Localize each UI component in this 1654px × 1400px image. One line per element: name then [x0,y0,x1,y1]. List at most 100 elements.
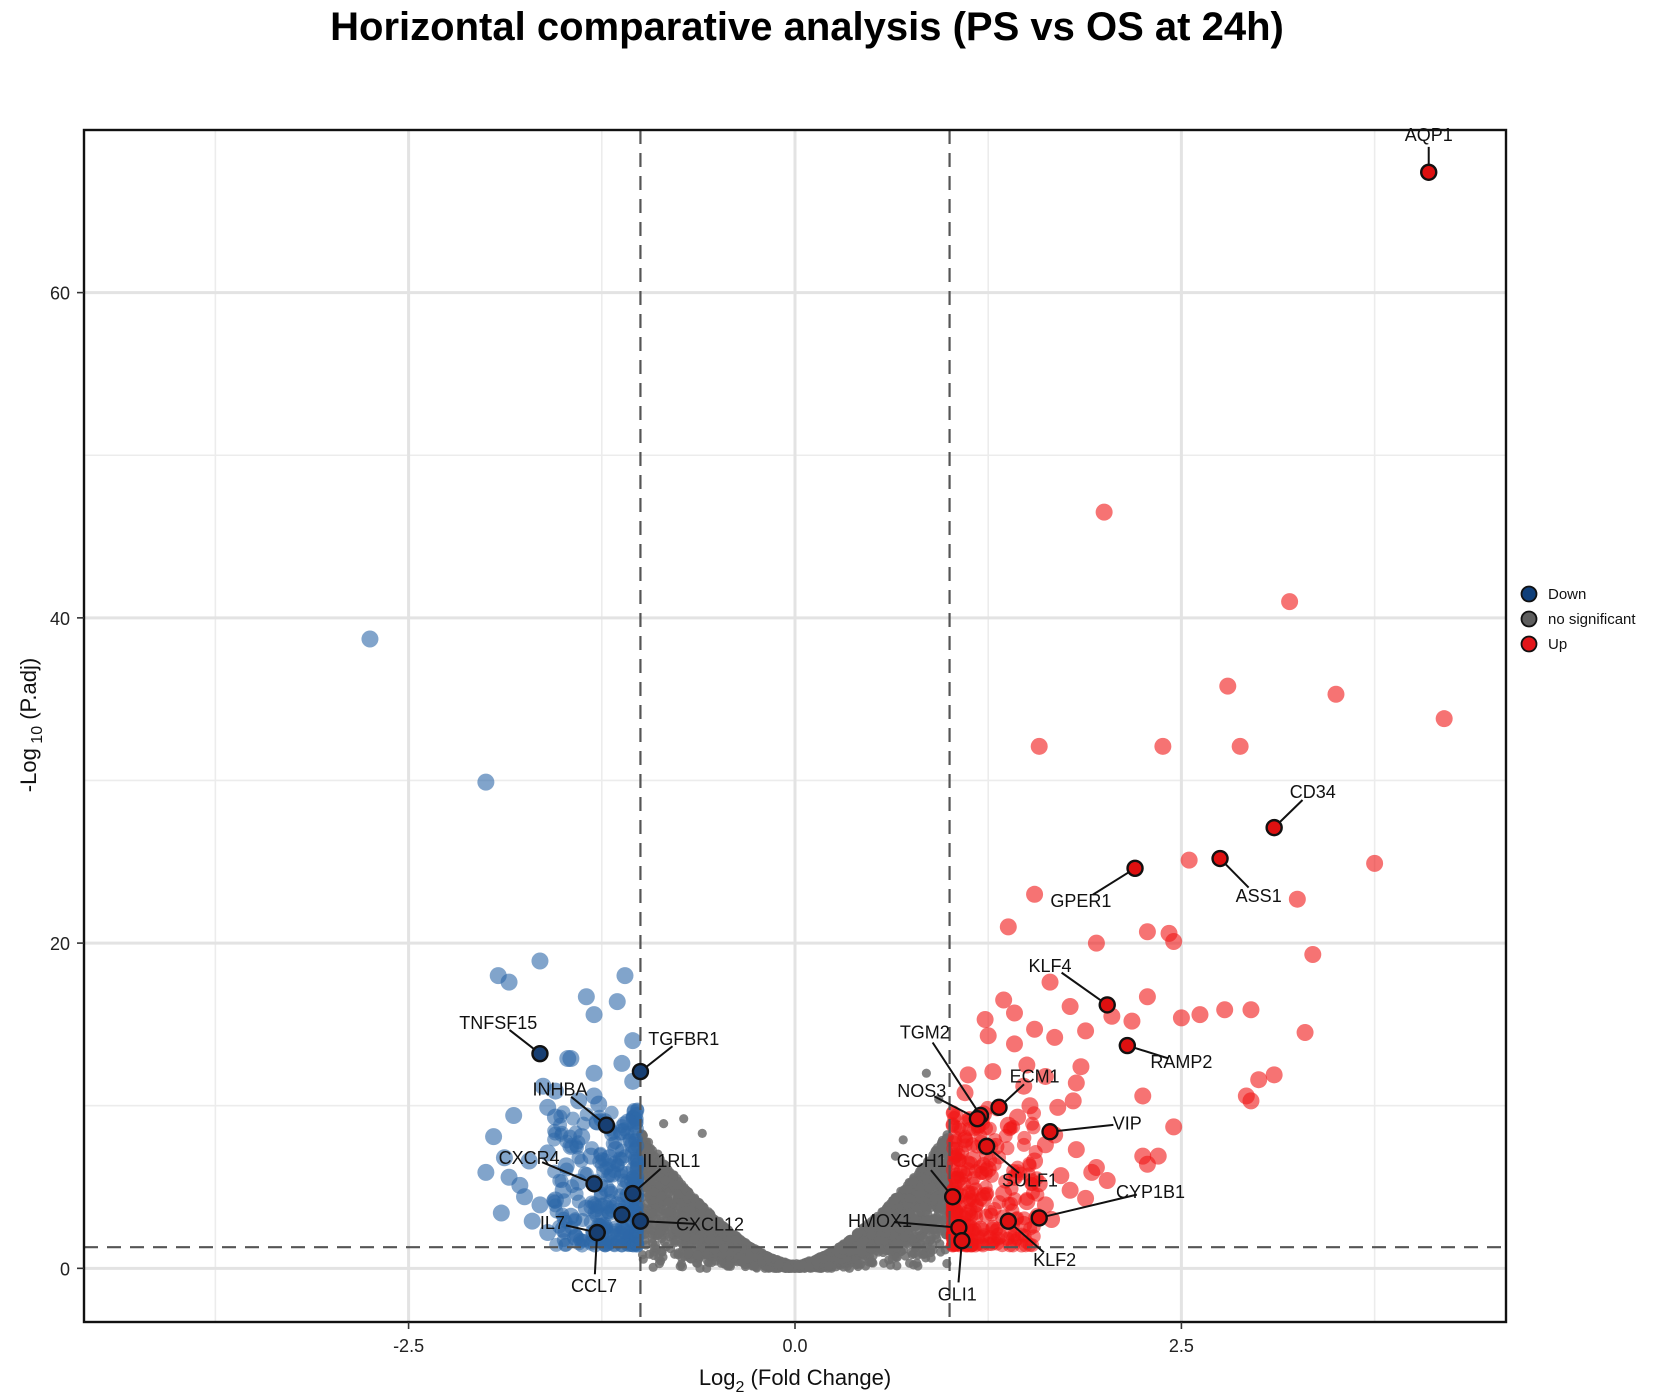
down-point [477,773,495,791]
ns-point [660,1175,670,1186]
up-point [1036,1136,1054,1154]
up-point [1009,1108,1027,1126]
gene-label-nos3: NOS3 [897,1081,946,1101]
ns-point [673,1248,683,1258]
ns-point [724,1227,735,1237]
label-leader-line [1049,1123,1114,1133]
ns-point [744,1253,754,1263]
up-point [956,1131,974,1149]
up-point [979,1160,997,1178]
legend-key-up [1520,635,1538,653]
down-point [554,1181,572,1199]
ns-point [904,1208,914,1218]
down-point [577,1199,595,1217]
ns-point [694,1200,705,1210]
ns-point [919,1202,929,1212]
up-point [1304,945,1322,963]
ns-point [649,1187,659,1197]
gene-label-tnfsf15: TNFSF15 [459,1013,537,1033]
up-point [1046,1028,1064,1046]
down-point [582,1147,600,1165]
highlight-point-ecm1 [990,1098,1008,1117]
up-point [1219,677,1237,695]
y-axis-title-main: -Log [16,748,41,792]
up-point [1061,998,1079,1016]
ns-point [716,1258,726,1268]
up-point [1123,1012,1141,1030]
ns-point [695,1263,705,1273]
no-significant-points [635,1068,954,1273]
down-point [523,1212,541,1230]
ns-point [672,1180,682,1190]
up-point [1064,1092,1082,1110]
ns-point [659,1164,669,1174]
up-point [1191,1006,1209,1024]
y-tick-label: 20 [50,934,70,954]
ns-point [653,1149,663,1159]
ns-point [654,1259,664,1269]
ns-point [686,1224,696,1234]
ns-point [936,1247,946,1257]
up-point [1165,1118,1183,1136]
ns-point [905,1258,915,1268]
up-point [1154,737,1172,755]
gene-label-gper1: GPER1 [1050,891,1111,911]
down-point [607,1141,625,1159]
ns-point [705,1236,715,1246]
ns-point [824,1261,834,1271]
up-point [1134,1087,1152,1105]
ns-point [645,1225,656,1235]
ns-point [923,1183,934,1193]
up-point [1296,1024,1314,1042]
down-point [500,973,518,991]
up-point [1098,1172,1116,1190]
gene-label-cxcl12: CXCL12 [676,1214,744,1234]
gene-label-hmox1: HMOX1 [848,1211,912,1231]
ns-point [879,1258,889,1268]
gene-label-vip: VIP [1113,1114,1142,1134]
legend-label-up: Up [1548,636,1567,653]
ns-point [917,1163,927,1173]
up-point [1026,885,1044,903]
down-point [511,1176,529,1194]
down-point [573,1128,591,1146]
down-point [613,1123,631,1141]
y-axis-title-rest: (P.adj) [16,658,41,726]
ns-point [853,1228,864,1238]
ns-point [931,1155,941,1165]
up-point [979,1027,997,1045]
ns-point [891,1239,901,1249]
up-point [971,1220,989,1238]
ns-point [685,1190,696,1200]
ns-point [677,1262,688,1272]
ns-point [668,1170,678,1180]
highlight-point-il1rl1 [624,1184,642,1203]
ns-point [704,1209,714,1220]
ns-point [921,1068,931,1078]
ns-point [921,1223,932,1234]
up-point [1052,1167,1070,1185]
y-tick-label: 60 [50,284,70,304]
x-tick-label: 2.5 [1169,1336,1194,1356]
gene-label-ramp2: RAMP2 [1150,1052,1212,1072]
up-point [1025,1116,1040,1131]
up-point [1017,1130,1032,1145]
up-point [1435,710,1453,728]
highlight-point-ccl7 [588,1223,606,1242]
ns-point [935,1203,945,1213]
up-point [1030,737,1048,755]
up-point [1077,1022,1095,1040]
down-point [624,1136,642,1154]
ns-point [906,1247,917,1257]
gene-label-il7: IL7 [540,1213,565,1233]
ns-point [649,1247,659,1257]
ns-point [890,1151,901,1161]
ns-point [937,1162,947,1172]
legend-key-ns [1520,610,1538,628]
highlight-point-sulf1 [977,1137,996,1156]
ns-point [774,1259,784,1269]
ns-point [686,1205,696,1215]
highlight-point-gch1 [943,1188,962,1206]
legend: Down no significant Up [1520,585,1636,653]
